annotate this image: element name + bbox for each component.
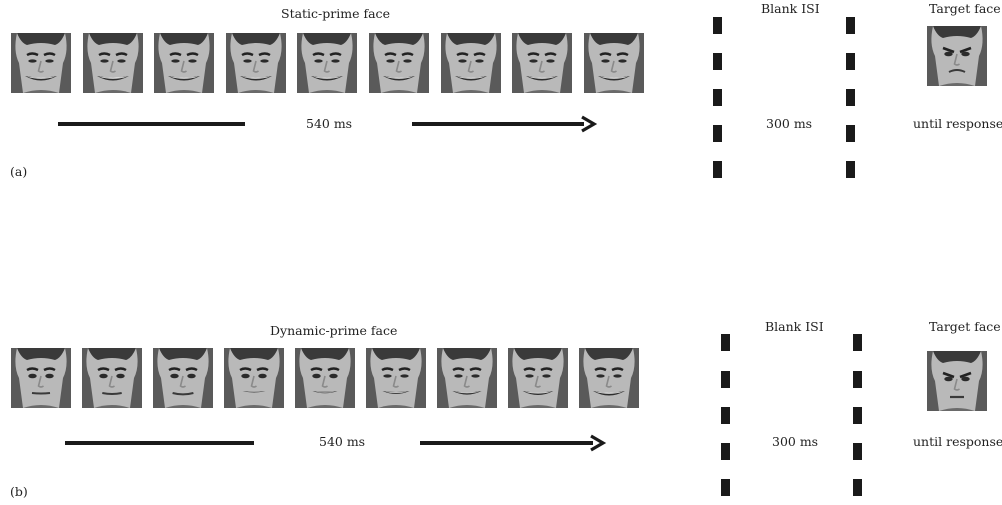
panel-a-arrowhead-icon — [581, 115, 598, 133]
panel-a-isi-right-dash-1 — [846, 17, 855, 34]
panel-b-prime-face-6 — [366, 348, 426, 408]
panel-a-prime-duration: 540 ms — [306, 116, 353, 131]
panel-b-isi-title: Blank ISI — [765, 319, 824, 334]
panel-a-prime-face-4 — [225, 33, 286, 93]
panel-b-isi-right-dash-4 — [853, 443, 862, 460]
panel-b-isi-right-dash-3 — [853, 407, 862, 424]
panel-a-isi-title: Blank ISI — [761, 1, 820, 16]
panel-b-isi-left-dash-1 — [721, 334, 730, 351]
panel-a-prime-face-9 — [583, 33, 644, 93]
panel-b-prime-face-3 — [153, 348, 213, 408]
panel-a-isi-left-dash-1 — [713, 17, 722, 34]
panel-a-isi-right-dash-3 — [846, 89, 855, 106]
panel-a-prime-face-1 — [11, 33, 71, 93]
panel-b-prime-duration: 540 ms — [319, 434, 366, 449]
panel-b-isi-left-dash-3 — [721, 407, 730, 424]
panel-b-prime-face-8 — [508, 348, 568, 408]
panel-b-isi-right-dash-5 — [853, 479, 862, 496]
panel-b-label: (b) — [10, 484, 28, 499]
panel-b-prime-face-7 — [437, 348, 497, 408]
panel-a-target-face — [927, 26, 987, 86]
panel-b-prime-timeline-left — [65, 441, 254, 445]
panel-b-isi-left-dash-5 — [721, 479, 730, 496]
panel-b-prime-face-9 — [579, 348, 639, 408]
panel-a-isi-right-dash-2 — [846, 53, 855, 70]
panel-a-isi-left-dash-5 — [713, 161, 722, 178]
panel-a-prime-title: Static-prime face — [281, 6, 390, 21]
panel-b-target-duration: until response — [913, 434, 1002, 449]
panel-a-prime-face-2 — [82, 33, 143, 93]
panel-b-prime-title: Dynamic-prime face — [270, 323, 398, 338]
panel-a-prime-face-5 — [297, 33, 358, 93]
panel-a-isi-left-dash-4 — [713, 125, 722, 142]
panel-b-target-face — [927, 351, 987, 411]
panel-a-isi-right-dash-5 — [846, 161, 855, 178]
panel-a-prime-timeline-right — [412, 122, 584, 126]
panel-a-target-duration: until response — [913, 116, 1002, 131]
panel-b-isi-right-dash-1 — [853, 334, 862, 351]
panel-b-prime-face-2 — [82, 348, 142, 408]
panel-b-isi-left-dash-4 — [721, 443, 730, 460]
panel-b-prime-face-4 — [224, 348, 284, 408]
panel-a-prime-face-8 — [512, 33, 573, 93]
panel-a-isi-right-dash-4 — [846, 125, 855, 142]
panel-b-isi-duration: 300 ms — [772, 434, 819, 449]
panel-a-prime-face-7 — [440, 33, 501, 93]
panel-b-arrowhead-icon — [590, 434, 607, 452]
panel-a-prime-face-3 — [154, 33, 215, 93]
panel-b-target-title: Target face — [929, 319, 1001, 334]
panel-b-prime-timeline-right — [420, 441, 593, 445]
panel-b-isi-right-dash-2 — [853, 371, 862, 388]
panel-a-prime-timeline-left — [58, 122, 245, 126]
panel-a-isi-left-dash-3 — [713, 89, 722, 106]
panel-b-prime-face-5 — [295, 348, 355, 408]
panel-a-isi-duration: 300 ms — [766, 116, 813, 131]
panel-a-isi-left-dash-2 — [713, 53, 722, 70]
panel-a-target-title: Target face — [929, 1, 1001, 16]
panel-a-label: (a) — [10, 164, 28, 179]
panel-a-prime-face-6 — [369, 33, 429, 93]
panel-b-prime-face-1 — [11, 348, 71, 408]
panel-b-isi-left-dash-2 — [721, 371, 730, 388]
